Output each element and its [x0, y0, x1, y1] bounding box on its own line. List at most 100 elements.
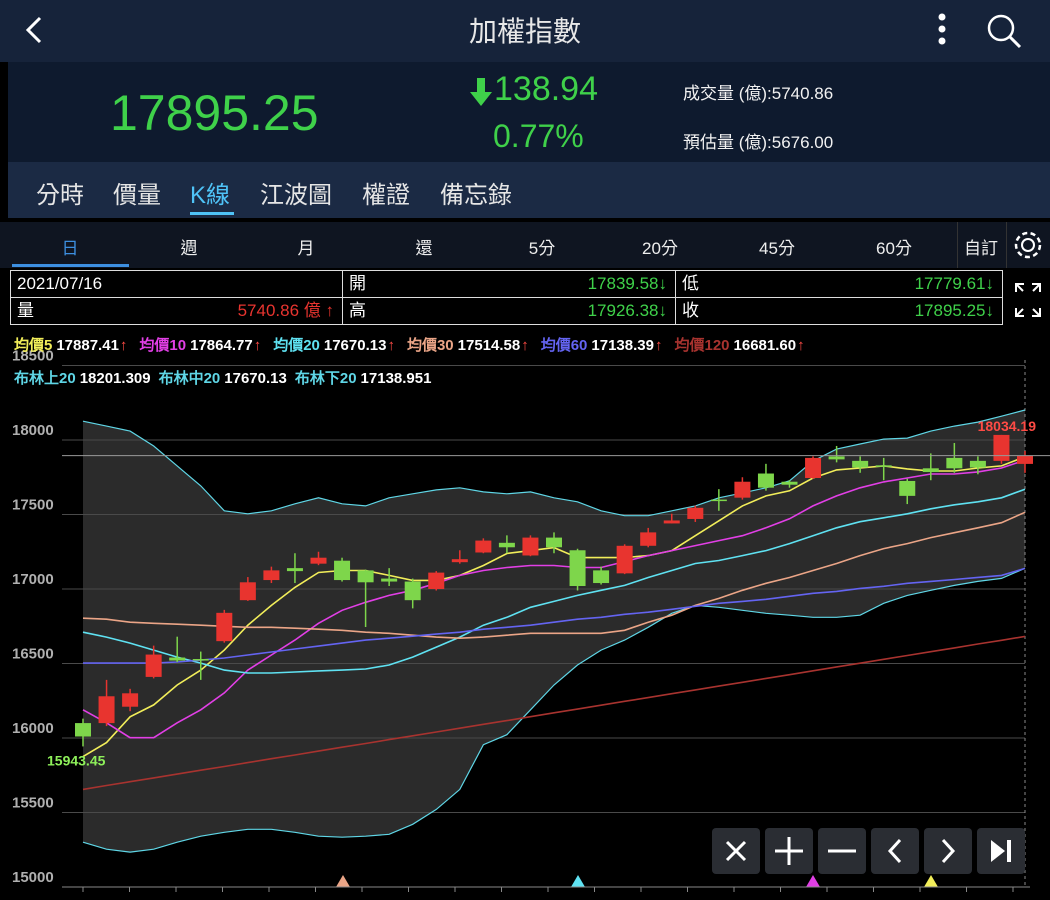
candle-body [757, 473, 774, 488]
legend-value: 17514.58 [458, 337, 521, 354]
candle-body [286, 568, 303, 572]
candle-body [852, 460, 869, 468]
y-tick-label: 15000 [12, 869, 54, 886]
high-label: 高 [349, 301, 366, 320]
legend-arrow: ↑ [254, 337, 262, 354]
candle-body [451, 559, 468, 563]
tab[interactable]: 備忘錄 [440, 182, 512, 209]
signal-marker [571, 875, 585, 887]
y-tick-label: 16000 [12, 720, 54, 737]
zoom-out-button[interactable] [818, 828, 866, 874]
candle-body [710, 499, 727, 502]
tab-underline [190, 212, 234, 215]
period[interactable]: 還 [415, 239, 433, 258]
top-bar: 加權指數 [0, 0, 1050, 62]
price-change: 138.94 [494, 70, 598, 108]
legend-arrow: ↑ [387, 337, 395, 354]
close-button[interactable] [712, 828, 760, 874]
k-chart: 15000 15500 16000 16500 17000 17500 18000 18500… [12, 336, 1050, 892]
y-tick-label: 17000 [12, 571, 54, 588]
period[interactable]: 60分 [876, 239, 912, 258]
more-button[interactable] [932, 12, 952, 48]
candle-body [805, 457, 822, 478]
tab-bar: 分時 價量 K線 江波圖 權證 備忘錄 [8, 162, 1050, 218]
zoom-in-button[interactable] [765, 828, 813, 874]
candle-body [216, 612, 233, 642]
period[interactable]: 20分 [642, 239, 678, 258]
candle-body [498, 542, 515, 548]
legend-arrow: ↑ [655, 337, 663, 354]
period[interactable]: 週 [180, 239, 198, 258]
legend-value: 16681.60 [734, 337, 797, 354]
low-label: 15943.45 [47, 752, 106, 768]
legend: 均價5 17887.41↑ 均價10 17864.77↑ 均價20 17670.13↑ 均價… [14, 336, 805, 354]
expand-button[interactable] [1008, 276, 1048, 326]
back-button[interactable] [22, 14, 46, 46]
period[interactable]: 45分 [759, 239, 795, 258]
tab[interactable]: 權證 [362, 182, 410, 209]
candle-body [640, 532, 657, 546]
settings-button[interactable] [1012, 229, 1044, 261]
candle-body [145, 654, 162, 677]
info-cell: 高 17926.38↓ [342, 297, 676, 325]
custom-box [957, 222, 1007, 268]
info-cell: 低 17779.61↓ [675, 270, 1003, 298]
legend-arrow: ↑ [120, 337, 128, 354]
latest-button[interactable] [977, 828, 1025, 874]
moving-average-line [82, 459, 1026, 739]
close-value: 17895.25↓ [914, 301, 994, 320]
custom-button[interactable]: 自訂 [964, 239, 998, 258]
candle-body [734, 481, 751, 498]
candle-body [969, 460, 986, 468]
tab[interactable]: 價量 [113, 182, 161, 209]
legend-value: 18201.309 [80, 370, 151, 387]
candle-body [546, 537, 562, 548]
period-underline [12, 264, 129, 267]
candle-body [263, 570, 280, 581]
volume-value: 5740.86 億 ↑ [237, 301, 334, 320]
bollinger-upper [82, 409, 1026, 517]
tab[interactable]: 江波圖 [260, 182, 332, 209]
candle-body [310, 557, 327, 564]
index-price: 17895.25 [110, 85, 319, 141]
candle-body [875, 465, 892, 467]
candle-body [922, 468, 939, 473]
period-bar: 日 週 月 還 5分 20分 45分 60分 自訂 [0, 222, 1050, 268]
candle-body [75, 723, 91, 737]
close-label: 收 [682, 301, 699, 320]
volume-label: 量 [17, 301, 34, 320]
period[interactable]: 5分 [528, 239, 556, 258]
scroll-right-button[interactable] [924, 828, 972, 874]
candle-body [781, 481, 798, 485]
percent-change: 0.77% [493, 118, 584, 154]
candle-body [993, 434, 1010, 461]
y-tick-label: 15500 [12, 795, 54, 812]
candle-body [334, 560, 351, 581]
trade-volume: 成交量 (億):5740.86 [683, 84, 834, 103]
candle-body [169, 657, 186, 661]
signal-marker [806, 875, 820, 887]
period[interactable]: 月 [297, 239, 315, 258]
period[interactable]: 日 [61, 239, 79, 258]
tab[interactable]: K線 [190, 182, 231, 209]
candle-body [616, 545, 633, 574]
down-arrow [470, 78, 492, 106]
moving-average-line [82, 635, 1026, 791]
bollinger-band [83, 410, 1025, 853]
legend-name: 均價10 [139, 336, 186, 354]
moving-average-line [82, 511, 1026, 640]
search-button[interactable] [985, 12, 1025, 52]
legend-name: 布林下20 [295, 369, 357, 387]
legend-name: 均價30 [407, 336, 454, 354]
low-label: 低 [682, 274, 699, 293]
scroll-left-button[interactable] [871, 828, 919, 874]
candle-body [357, 570, 374, 583]
legend-name: 均價5 [14, 336, 52, 354]
candle-body [569, 550, 586, 587]
candle-body [192, 659, 209, 661]
info-cell: 開 17839.58↓ [342, 270, 676, 298]
candle-body [404, 581, 421, 601]
candle-body [1017, 455, 1033, 464]
tab[interactable]: 分時 [36, 182, 84, 209]
info-cell: 2021/07/16 [10, 270, 343, 298]
